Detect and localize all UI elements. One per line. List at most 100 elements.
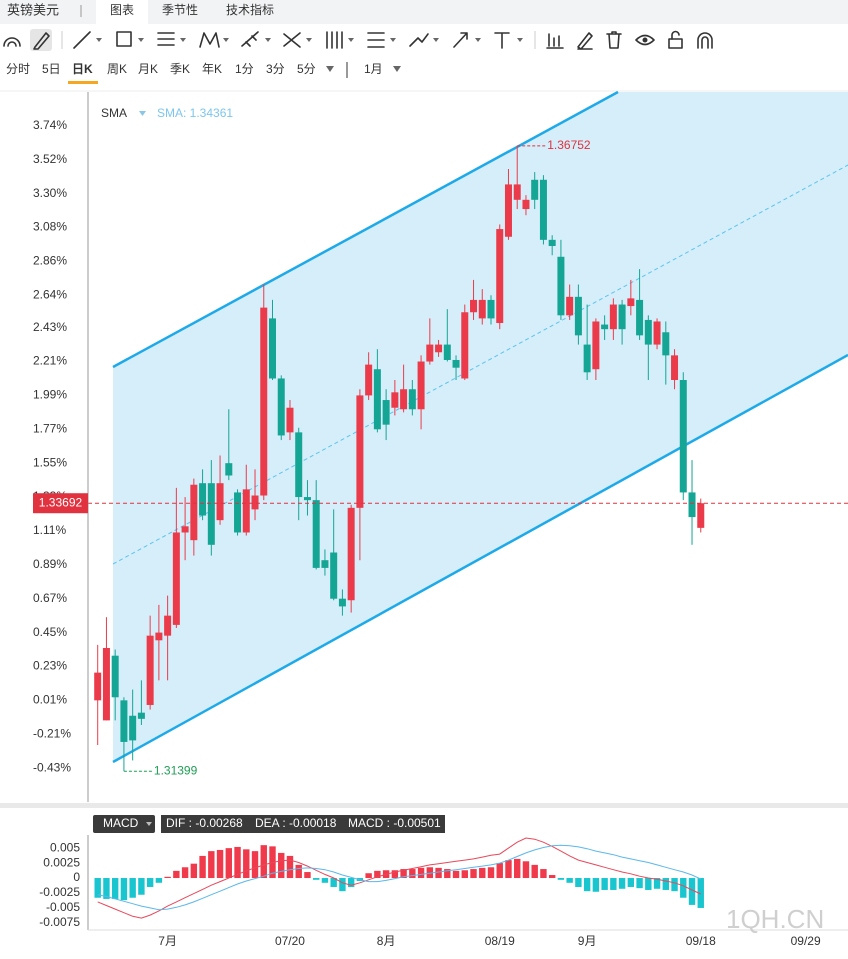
tool-icon[interactable] (577, 32, 593, 50)
macd-bar (618, 878, 626, 889)
period[interactable]: 季K (170, 62, 190, 76)
macd-bar (164, 876, 171, 879)
macd-bar (234, 846, 241, 879)
tab[interactable]: 图表 (110, 3, 134, 17)
candle-body (557, 256, 565, 316)
tool-icon[interactable] (606, 31, 622, 49)
tool-icon[interactable] (199, 32, 229, 48)
candle-body (172, 532, 180, 625)
macd-bar (409, 869, 416, 879)
y-tick-label: -0.21% (33, 726, 71, 740)
macd-bar (251, 851, 259, 879)
x-tick-label: 8月 (377, 934, 396, 948)
candle-body (234, 492, 242, 533)
macd-bar (479, 867, 486, 879)
candle-body (531, 179, 539, 200)
period[interactable]: 5分 (297, 62, 316, 76)
macd-menu-bg[interactable] (93, 815, 155, 833)
macd-bar (278, 852, 285, 879)
macd-bar (225, 848, 232, 879)
y-tick-label: 2.64% (33, 287, 67, 301)
tool-icon[interactable] (73, 31, 102, 49)
macd-bar (697, 878, 704, 908)
macd-bar (566, 878, 573, 883)
tool-icon[interactable] (33, 32, 50, 50)
tool-icon[interactable] (697, 32, 713, 49)
tool-icon[interactable] (494, 32, 523, 49)
candle-body (347, 507, 355, 601)
period[interactable]: 分时 (6, 62, 30, 76)
tool-icon[interactable] (546, 33, 564, 49)
macd-bar (592, 878, 600, 892)
candle-body (601, 324, 609, 330)
macd-bar (514, 858, 521, 879)
y-tick-label: 1.55% (33, 455, 67, 469)
macd-label: MACD : -0.00501 (348, 816, 441, 830)
candle-body (487, 299, 495, 319)
candle-body (408, 389, 416, 410)
y-tick-label: 0 (73, 870, 80, 884)
indicator-name: SMA (101, 106, 127, 120)
candle-body (251, 495, 259, 510)
tab[interactable]: 技术指标 (226, 2, 274, 17)
trend-channel (112, 90, 848, 764)
macd-bar (540, 869, 547, 879)
macd-bar (304, 872, 311, 879)
watermark: 1QH.CN (726, 904, 824, 934)
candle-body (426, 344, 434, 362)
candle-body (321, 560, 329, 568)
macd-bar (208, 851, 215, 879)
candle-body (539, 179, 547, 240)
macd-bar (111, 878, 119, 899)
macd-bar (645, 878, 652, 890)
candle-body (662, 332, 670, 356)
dropdown-arrow[interactable] (146, 822, 152, 826)
candle-body (277, 378, 285, 436)
tool-icon[interactable] (635, 34, 655, 46)
candle-body (391, 392, 399, 408)
tool-icon[interactable] (453, 32, 481, 48)
y-tick-label: 0.67% (33, 591, 67, 605)
macd-bar (286, 855, 294, 879)
tool-icon[interactable] (3, 37, 21, 47)
candle-body (330, 552, 338, 599)
candle-body (583, 344, 591, 373)
candle-body (260, 307, 268, 496)
y-tick-label: -0.0025 (39, 885, 80, 899)
macd-bar (339, 878, 346, 892)
period[interactable]: 周K (107, 62, 127, 76)
tool-icon[interactable] (326, 31, 354, 49)
dropdown-arrow[interactable] (326, 66, 334, 72)
macd-menu[interactable]: MACD (103, 816, 139, 830)
tool-icon[interactable] (241, 31, 271, 47)
period[interactable]: 月K (138, 62, 158, 76)
tool-icon[interactable] (409, 33, 439, 47)
macd-bar (522, 861, 530, 879)
range[interactable]: 1月 (364, 62, 383, 76)
period-active[interactable]: 日K (72, 62, 93, 76)
y-tick-label: -0.43% (33, 760, 71, 774)
candle-body (697, 503, 705, 528)
tool-icon[interactable] (367, 32, 396, 48)
tool-icon[interactable] (283, 32, 312, 48)
period[interactable]: 年K (202, 62, 222, 76)
period[interactable]: 1分 (235, 62, 254, 76)
macd-bar (181, 867, 189, 879)
dropdown-arrow[interactable] (393, 66, 401, 72)
y-tick-label: 3.08% (33, 220, 67, 234)
macd-bar (435, 867, 442, 879)
candle-body (190, 484, 198, 541)
tool-icon[interactable] (157, 32, 186, 46)
dropdown-arrow[interactable] (139, 111, 146, 116)
period[interactable]: 5日 (42, 62, 61, 76)
tool-icon[interactable] (116, 31, 144, 47)
tool-icon[interactable] (668, 30, 683, 49)
period[interactable]: 3分 (266, 62, 285, 76)
dif-label: DIF : -0.00268 (166, 816, 243, 830)
candle-body (452, 359, 460, 368)
candle-body (496, 229, 504, 324)
panel-separator (0, 803, 848, 808)
candle-body (679, 380, 687, 493)
macd-bar (391, 870, 399, 879)
tab[interactable]: 季节性 (162, 3, 198, 17)
